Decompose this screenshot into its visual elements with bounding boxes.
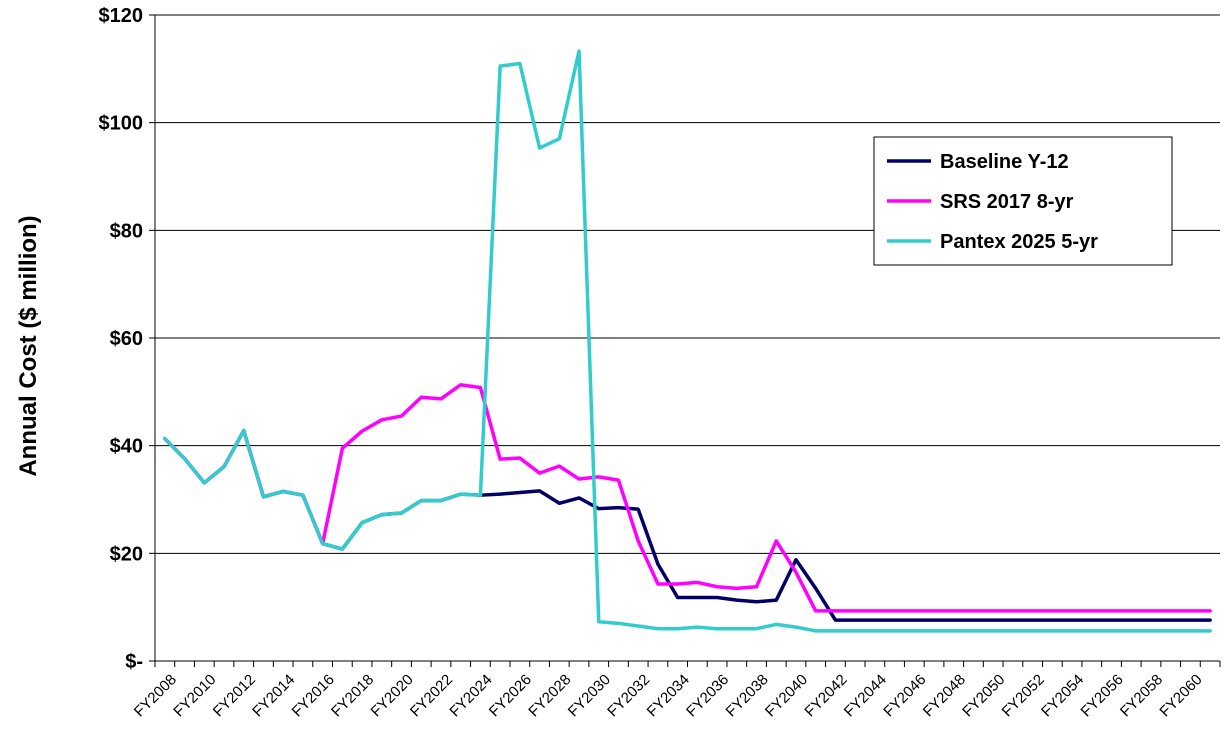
x-tick-label: FY2044 — [841, 671, 890, 720]
x-tick-labels: FY2008FY2010FY2012FY2014FY2016FY2018FY20… — [131, 671, 1206, 720]
x-tick-label: FY2022 — [407, 671, 456, 720]
x-tick-label: FY2048 — [920, 671, 969, 720]
y-tick-label: $60 — [110, 328, 143, 350]
gridlines — [149, 14, 1220, 662]
y-tick-label: $20 — [110, 543, 143, 565]
x-tick-label: FY2030 — [565, 671, 614, 720]
y-tick-labels: $- $20 $40 $60 $80 $100 $120 — [99, 5, 144, 673]
x-tick-label: FY2018 — [328, 671, 377, 720]
axes — [154, 15, 1221, 667]
x-tick-label: FY2054 — [1038, 671, 1087, 720]
x-tick-label: FY2038 — [723, 671, 772, 720]
x-tick-label: FY2058 — [1117, 671, 1166, 720]
x-tick-label: FY2014 — [249, 671, 298, 720]
legend: Baseline Y-12 SRS 2017 8-yr Pantex 2025 5-… — [873, 136, 1173, 266]
series-line-3 — [163, 49, 1212, 633]
x-tick-label: FY2050 — [959, 671, 1008, 720]
x-tick-label: FY2056 — [1078, 671, 1127, 720]
x-tick-label: FY2032 — [604, 671, 653, 720]
y-tick-label: $80 — [110, 220, 143, 242]
x-tick-label: FY2020 — [368, 671, 417, 720]
x-tick-label: FY2010 — [170, 671, 219, 720]
y-tick-label: $- — [125, 651, 143, 673]
series-layer — [163, 49, 1212, 633]
x-tick-label: FY2026 — [486, 671, 535, 720]
x-tick-label: FY2028 — [525, 671, 574, 720]
series-line-1 — [163, 428, 1212, 622]
x-tick-label: FY2052 — [999, 671, 1048, 720]
y-tick-label: $100 — [99, 113, 144, 135]
x-tick-label: FY2060 — [1156, 671, 1205, 720]
x-tick-label: FY2034 — [644, 671, 693, 720]
x-tick-label: FY2046 — [880, 671, 929, 720]
x-tick-label: FY2042 — [801, 671, 850, 720]
legend-label: Pantex 2025 5-yr — [940, 231, 1098, 253]
x-tick-label: FY2008 — [131, 671, 180, 720]
x-tick-label: FY2012 — [210, 671, 259, 720]
legend-label: Baseline Y-12 — [940, 151, 1069, 173]
x-tick-label: FY2016 — [289, 671, 338, 720]
x-tick-label: FY2040 — [762, 671, 811, 720]
legend-label: SRS 2017 8-yr — [940, 191, 1074, 213]
y-tick-label: $120 — [99, 5, 144, 27]
x-tick-label: FY2024 — [446, 671, 495, 720]
x-tick-label: FY2036 — [683, 671, 732, 720]
y-tick-label: $40 — [110, 436, 143, 458]
y-axis-title: Annual Cost ($ million) — [15, 215, 42, 476]
series-line-2 — [163, 383, 1212, 613]
